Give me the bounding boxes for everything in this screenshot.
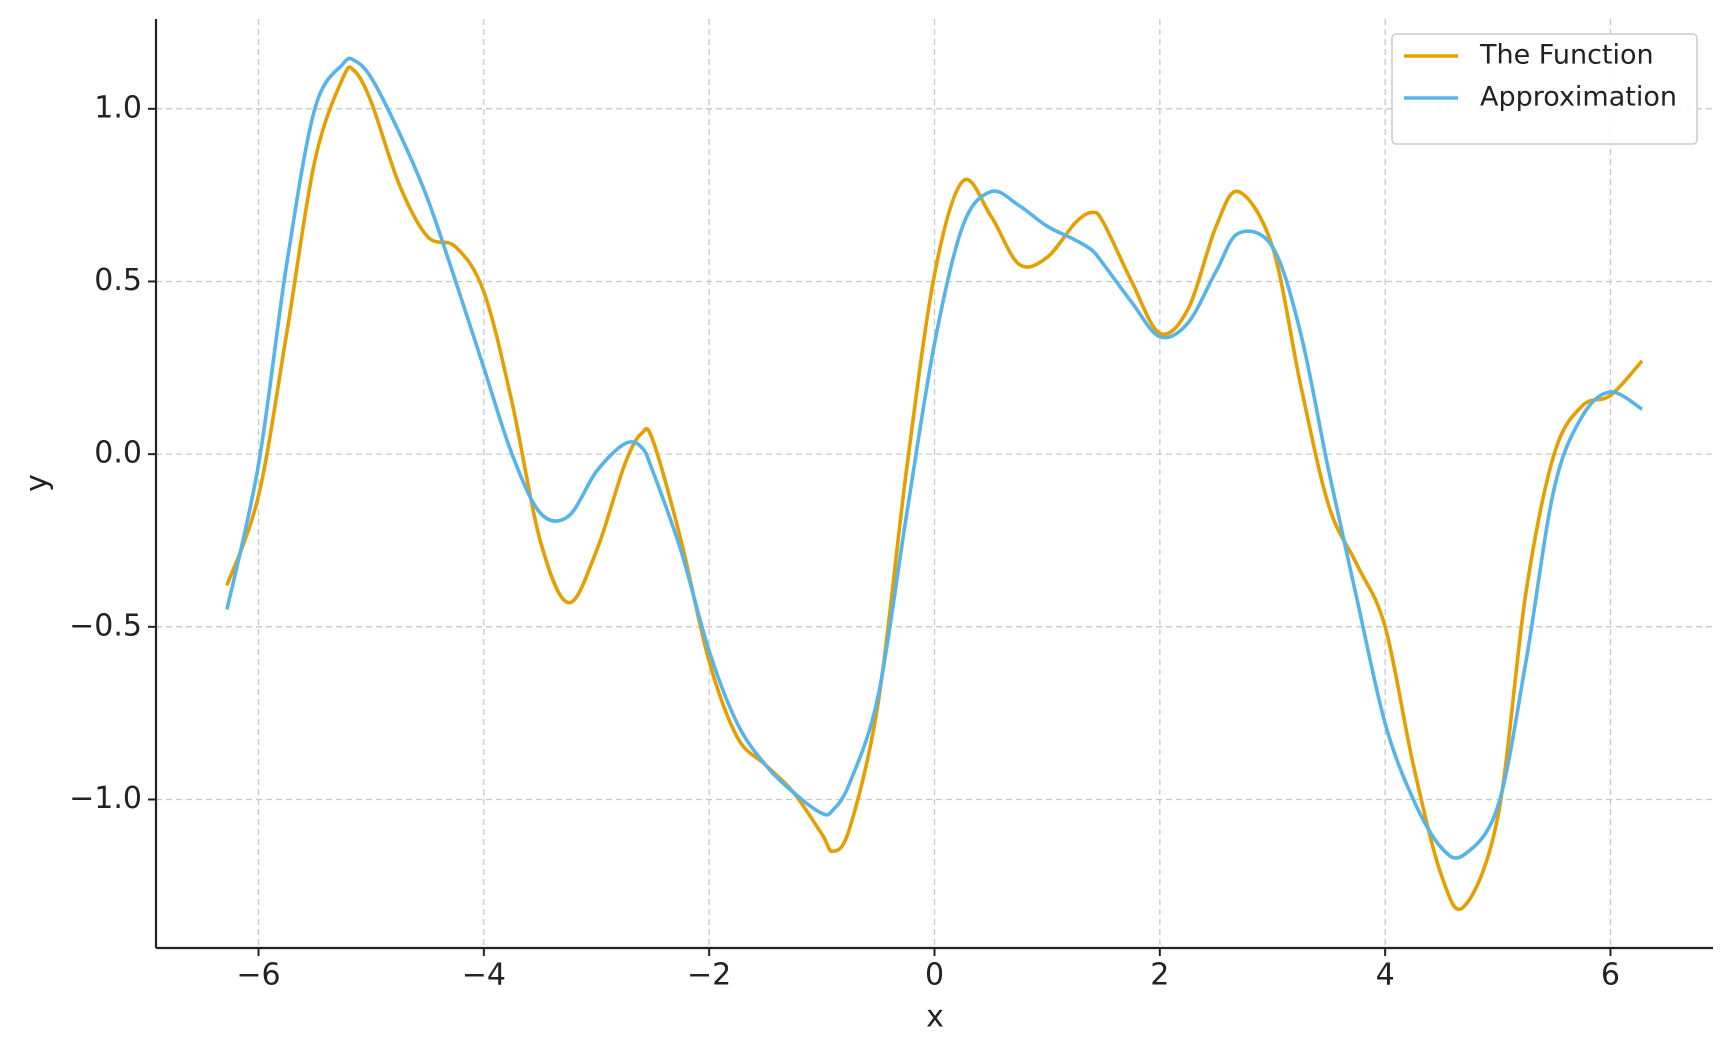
y-tick-label: −1.0 [69,781,142,816]
x-tick-label: 4 [1376,958,1395,993]
x-tick-label: 2 [1150,958,1169,993]
y-axis-label: y [20,474,55,492]
x-axis-label: x [926,1000,944,1035]
line-series [225,56,1643,860]
legend-label: Approximation [1480,82,1677,113]
x-tick-label: 0 [925,958,944,993]
y-tick-label: 0.5 [94,263,142,298]
y-tick-label: 0.0 [94,436,142,471]
legend: The Function Approximation [1391,33,1698,145]
legend-box [1391,33,1698,145]
x-tick-label: −2 [687,958,731,993]
line-series [225,65,1644,911]
x-tick-label: 6 [1601,958,1620,993]
y-tick-label: 1.0 [94,90,142,125]
legend-label: The Function [1479,40,1654,71]
x-tick-label: −4 [462,958,506,993]
x-tick-label: −6 [236,958,280,993]
y-tick-label: −0.5 [69,608,142,643]
